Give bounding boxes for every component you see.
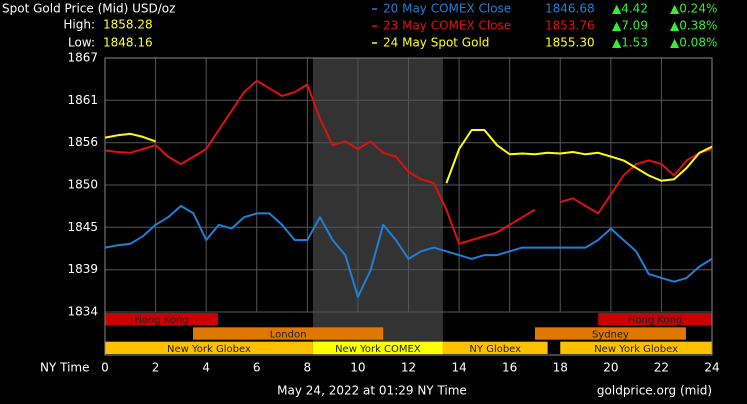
y-tick-label: 1856 [67,135,98,149]
x-tick-label: 20 [603,361,618,375]
shade [312,58,443,355]
chart-title: Spot Gold Price (Mid) USD/oz [2,2,175,16]
x-tick-label: 22 [654,361,669,375]
session-label: London [270,330,307,341]
x-tick-label: 8 [304,361,312,375]
x-axis-label: NY Time [40,361,90,375]
session-label: New York COMEX [335,344,421,355]
low-label: Low: [68,36,95,50]
session-bar [598,313,712,326]
x-tick-label: 18 [553,361,568,375]
session-label: Hong Kong [628,315,682,326]
legend-stat: 1853.76 [545,19,595,33]
x-tick-label: 14 [451,361,466,375]
legend-stat: ▲1.53 [612,36,648,50]
legend-stat: ▲7.09 [612,19,648,33]
session-bar [312,341,443,354]
session-label: NY Globex [469,344,521,355]
legend-entry: 20 May COMEX Close [383,2,511,16]
session-bar [193,327,384,340]
session-label: New York Globex [594,344,678,355]
legend-stat: ▲0.08% [670,36,717,50]
x-tick-label: 6 [253,361,261,375]
legend-entry: 24 May Spot Gold [383,36,489,50]
session-bar [560,341,712,354]
y-tick-label: 1845 [67,220,98,234]
y-tick-label: 1839 [67,262,98,276]
series-line [104,129,713,184]
legend-stat: ▲4.42 [612,2,648,16]
session-label: Sydney [592,330,629,341]
x-tick-label: 2 [152,361,160,375]
x-tick-label: 0 [101,361,109,375]
x-tick-label: 4 [202,361,210,375]
y-tick-label: 1867 [67,51,98,65]
x-tick-label: 16 [502,361,517,375]
legend-stat: 1855.30 [545,36,595,50]
plot-border [104,57,713,356]
high-value: 1858.28 [103,18,153,32]
x-tick-label: 24 [704,361,719,375]
high-label: High: [63,18,95,32]
legend-stat: 1846.68 [545,2,595,16]
y-tick-label: 1861 [67,93,98,107]
legend-stat: ▲0.38% [670,19,717,33]
session-bar [442,341,548,354]
x-tick-label: 12 [401,361,416,375]
legend-entry: 23 May COMEX Close [383,19,511,33]
y-tick-label: 1850 [67,178,98,192]
low-value: 1848.16 [103,36,153,50]
session-label: New York Globex [167,344,251,355]
y-tick-label: 1834 [67,305,98,319]
session-bar [105,341,313,354]
source: goldprice.org (mid) [597,384,712,398]
x-tick-label: 10 [350,361,365,375]
footer: May 24, 2022 at 01:29 NY Time [277,384,467,398]
series-line [104,204,713,298]
legend-stat: ▲0.24% [670,2,717,16]
session-bar [534,327,686,340]
session-bar [105,313,219,326]
series-line [104,79,713,245]
session-label: Hong Kong [134,315,188,326]
